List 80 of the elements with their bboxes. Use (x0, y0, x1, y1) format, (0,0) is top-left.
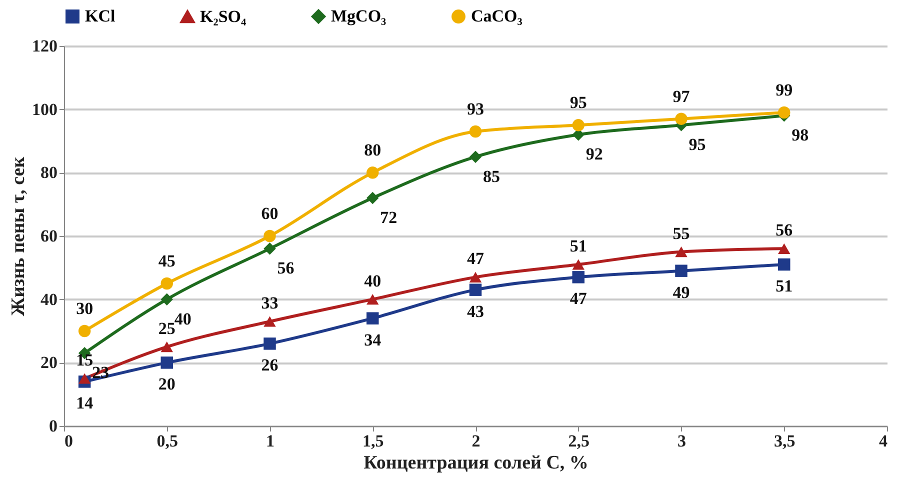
data-label: 40 (364, 271, 382, 290)
data-label: 80 (364, 140, 382, 160)
data-label: 47 (570, 289, 588, 308)
data-label: 55 (672, 224, 690, 243)
y-tick-label: 40 (40, 290, 58, 309)
data-label: 47 (467, 249, 484, 268)
x-tick-label: 4 (879, 432, 888, 450)
data-label: 30 (76, 299, 94, 318)
data-label: 43 (467, 302, 484, 321)
point (469, 272, 482, 282)
y-tick-label: 100 (32, 100, 58, 119)
data-label: 20 (158, 374, 176, 394)
point (78, 373, 91, 384)
point (366, 294, 379, 305)
x-tick-label: 3,5 (774, 432, 796, 450)
point (778, 258, 790, 271)
x-tick-label: 0,5 (156, 432, 178, 450)
legend-label: CaCO₃ (471, 6, 522, 26)
data-label: 40 (174, 309, 192, 328)
data-label: 25 (158, 318, 176, 338)
point (675, 246, 688, 258)
data-label: 15 (76, 350, 94, 370)
point (675, 112, 688, 125)
data-label: 95 (688, 135, 706, 154)
point (469, 284, 482, 296)
data-label: 85 (483, 166, 500, 186)
y-tick-label: 0 (49, 416, 58, 436)
data-label: 34 (364, 330, 382, 350)
x-tick-label: 1,5 (362, 432, 384, 450)
point (572, 259, 584, 270)
point (469, 150, 482, 163)
data-label: 14 (76, 394, 94, 413)
point (469, 125, 482, 138)
data-label: 51 (570, 236, 587, 256)
x-tick-label: 2 (472, 432, 480, 450)
data-label: 97 (672, 86, 690, 106)
point (572, 119, 584, 132)
data-label: 33 (261, 294, 278, 312)
data-label: 99 (776, 80, 793, 100)
y-axis-title: Жизнь пены τ, сек (8, 156, 29, 316)
y-tick-label: 80 (40, 163, 58, 182)
data-label: 92 (586, 144, 603, 164)
x-tick-label: 0 (64, 432, 73, 450)
x-tick-label: 3 (678, 432, 686, 450)
point (160, 356, 173, 369)
point (264, 316, 276, 327)
data-label: 26 (261, 356, 278, 375)
data-label: 56 (776, 220, 793, 240)
data-label: 49 (672, 282, 690, 302)
data-label: 60 (261, 204, 278, 223)
legend-label: K₂SO₄ (200, 6, 246, 26)
x-tick-label: 2,5 (568, 432, 590, 450)
y-tick-label: 20 (40, 353, 58, 372)
point (675, 264, 688, 277)
point (78, 324, 91, 338)
y-tick-label: 60 (40, 226, 58, 246)
data-label: 51 (776, 276, 793, 296)
point (264, 230, 276, 242)
point (160, 342, 173, 352)
legend-label: MgCO₃ (331, 6, 386, 26)
point (572, 271, 584, 284)
x-axis-title: Концентрация солей С, % (364, 452, 588, 474)
data-label: 98 (792, 126, 809, 145)
point (366, 312, 379, 324)
data-label: 45 (158, 252, 176, 270)
point (366, 166, 379, 179)
legend-label: KCl (85, 6, 116, 26)
point (264, 242, 276, 255)
point (778, 106, 790, 119)
data-label: 93 (467, 100, 484, 118)
y-tick-label: 120 (32, 36, 58, 56)
data-label: 56 (277, 258, 294, 278)
point (160, 277, 173, 290)
data-label: 95 (570, 93, 587, 112)
x-tick-label: 1 (266, 432, 274, 450)
point (264, 338, 276, 350)
point (160, 293, 173, 306)
point (778, 243, 790, 254)
point (366, 192, 379, 204)
data-label: 72 (380, 208, 398, 227)
